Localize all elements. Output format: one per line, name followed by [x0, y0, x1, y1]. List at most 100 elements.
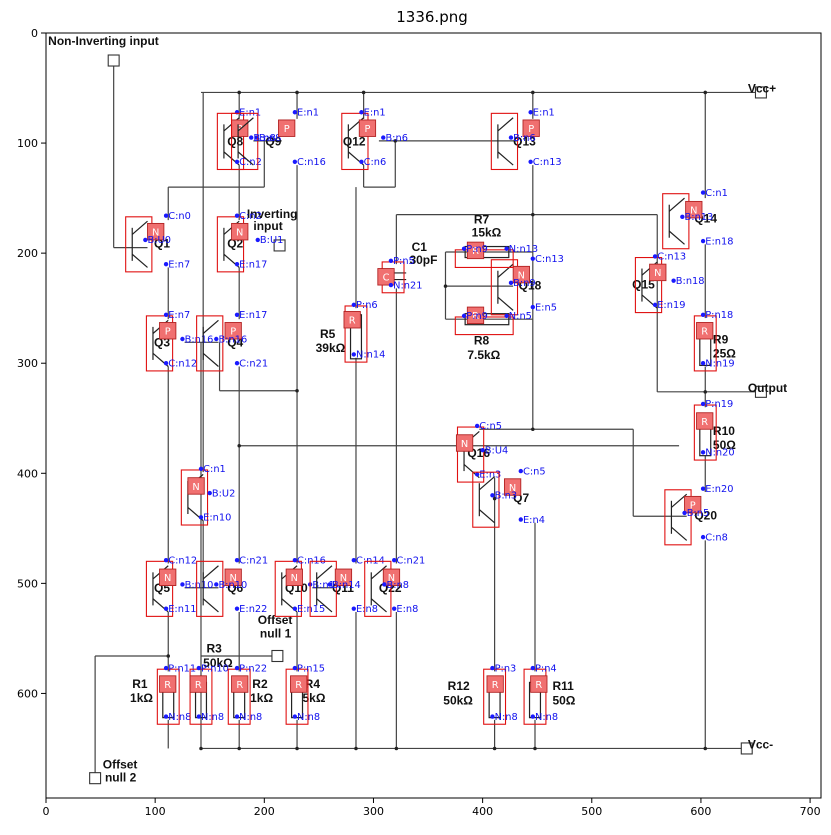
detection-box [364, 560, 392, 617]
pin-annotation: C:n16 [297, 157, 326, 168]
pin-annotation: E:n7 [168, 310, 190, 321]
transistor-collector-leg [237, 117, 254, 132]
detection-box [454, 316, 514, 336]
detection-P: P E:n7 B:n16 C:n12 [145, 310, 213, 372]
pin-annotation: C:n13 [535, 254, 564, 265]
y-tick-label: 400 [17, 467, 38, 480]
pin-marker [196, 714, 201, 719]
pin-annotation: C:n6 [364, 157, 387, 168]
detection-R: RP:n6 N:n14 [343, 300, 385, 363]
y-tick-label: 600 [17, 687, 38, 700]
detection-box [216, 112, 245, 171]
detection-R: R P:n11 N:n8 [156, 663, 196, 725]
circuit-label: null 2 [105, 770, 137, 784]
pin-annotation: P:n9 [466, 244, 488, 255]
detection-badge-letter: R [701, 327, 708, 338]
detection-P: P E:n1 B:n6 C:n6 [341, 108, 408, 171]
pin-marker [680, 214, 685, 220]
pin-annotation: N:n8 [168, 712, 191, 723]
detection-box [664, 489, 692, 546]
pin-annotation: N:n8 [297, 712, 320, 723]
transistor-emitter-leg [202, 598, 219, 613]
pin-marker [214, 582, 219, 587]
detection-R: R P:n15 N:n8 [285, 663, 325, 725]
detection-badge-letter: R [349, 316, 356, 327]
detection-box [523, 668, 547, 725]
pin-marker [180, 582, 185, 587]
pin-annotation: C:n13 [657, 252, 686, 263]
detection-badge [358, 119, 377, 137]
detection-badge [334, 568, 353, 586]
detection-badge [466, 241, 485, 260]
detection-badge-letter: R [195, 680, 202, 691]
detection-R: R P:n22 N:n8 [227, 663, 267, 725]
detection-badge [147, 222, 165, 241]
detection-badge [231, 675, 249, 693]
detection-badge-letter: N [690, 205, 697, 216]
pin-marker [163, 558, 169, 563]
pin-marker [461, 313, 467, 319]
detection-P: PE:n17 B:n16 C:n21 [196, 310, 268, 372]
pin-marker [700, 534, 706, 540]
detection-N: N C:n0 B:U0 E:n7 [125, 211, 191, 273]
pin-annotation: C:n0 [168, 211, 191, 222]
detection-box [231, 112, 259, 171]
detection-badge [187, 477, 205, 495]
detection-badge-letter: P [690, 500, 696, 511]
circuit-label: Q9 [265, 134, 281, 148]
detection-badge-letter: R [535, 680, 542, 691]
x-tick-label: 700 [800, 805, 821, 818]
pin-marker [292, 714, 298, 719]
circuit-label: Offset [103, 757, 138, 771]
detection-badge-letter: R [472, 311, 479, 322]
pin-annotation: B:U2 [212, 488, 235, 499]
pin-marker [671, 278, 676, 283]
circuit-label: R10 [713, 424, 735, 438]
detection-badge [649, 263, 667, 282]
pin-marker [234, 361, 240, 366]
pin-annotation: B:n10 [218, 580, 247, 591]
detection-badge-letter: N [230, 573, 237, 584]
pin-marker [700, 190, 706, 195]
pin-annotation: E:n17 [239, 310, 267, 321]
detection-badge-letter: P [364, 124, 370, 135]
pin-marker [381, 135, 386, 140]
detection-badge-letter: N [291, 573, 298, 584]
transistor-collector-leg [202, 319, 219, 334]
circuit-label: 50kΩ [203, 656, 233, 670]
detection-box [456, 426, 485, 483]
pin-marker [292, 558, 298, 563]
pin-annotation: N:n19 [705, 358, 734, 369]
pin-annotation: C:n5 [523, 466, 546, 477]
pin-annotation: C:n12 [168, 358, 197, 369]
pin-annotation: B:n9 [513, 278, 536, 289]
detection-badge [290, 675, 308, 693]
detection-box [274, 560, 302, 617]
detection-box [145, 560, 174, 617]
pin-annotation: N:n13 [509, 244, 538, 255]
circuit-label: R7 [474, 212, 490, 226]
circuit-label: input [253, 219, 282, 233]
pin-annotation: N:n8 [201, 712, 224, 723]
detection-R: RP:n9 N:n5 [454, 306, 532, 336]
detection-box [196, 315, 224, 372]
detection-N: N C:n5 B:n3 E:n4 [472, 466, 546, 528]
detection-badge [486, 675, 504, 693]
pin-marker [234, 714, 240, 719]
pin-marker [530, 256, 535, 261]
pin-annotation: C:n2 [239, 211, 262, 222]
circuit-label: 15kΩ [472, 226, 502, 240]
pin-annotation: B:U4 [485, 445, 508, 456]
y-tick-label: 200 [17, 247, 38, 260]
x-tick-label: 500 [581, 805, 602, 818]
pin-marker [143, 237, 148, 243]
transistor-collector-leg [478, 476, 495, 491]
pin-marker [234, 213, 240, 218]
detection-badge-letter: P [230, 327, 236, 338]
transistor-emitter-leg [237, 151, 254, 166]
transistor-collector-leg [131, 220, 148, 235]
detection-N: N C:n13 B:n18 E:n19 [634, 252, 705, 314]
detection-badge-letter: P [284, 124, 290, 135]
circuit-label: R1 [132, 677, 148, 691]
pin-annotation: C:n21 [239, 556, 268, 567]
